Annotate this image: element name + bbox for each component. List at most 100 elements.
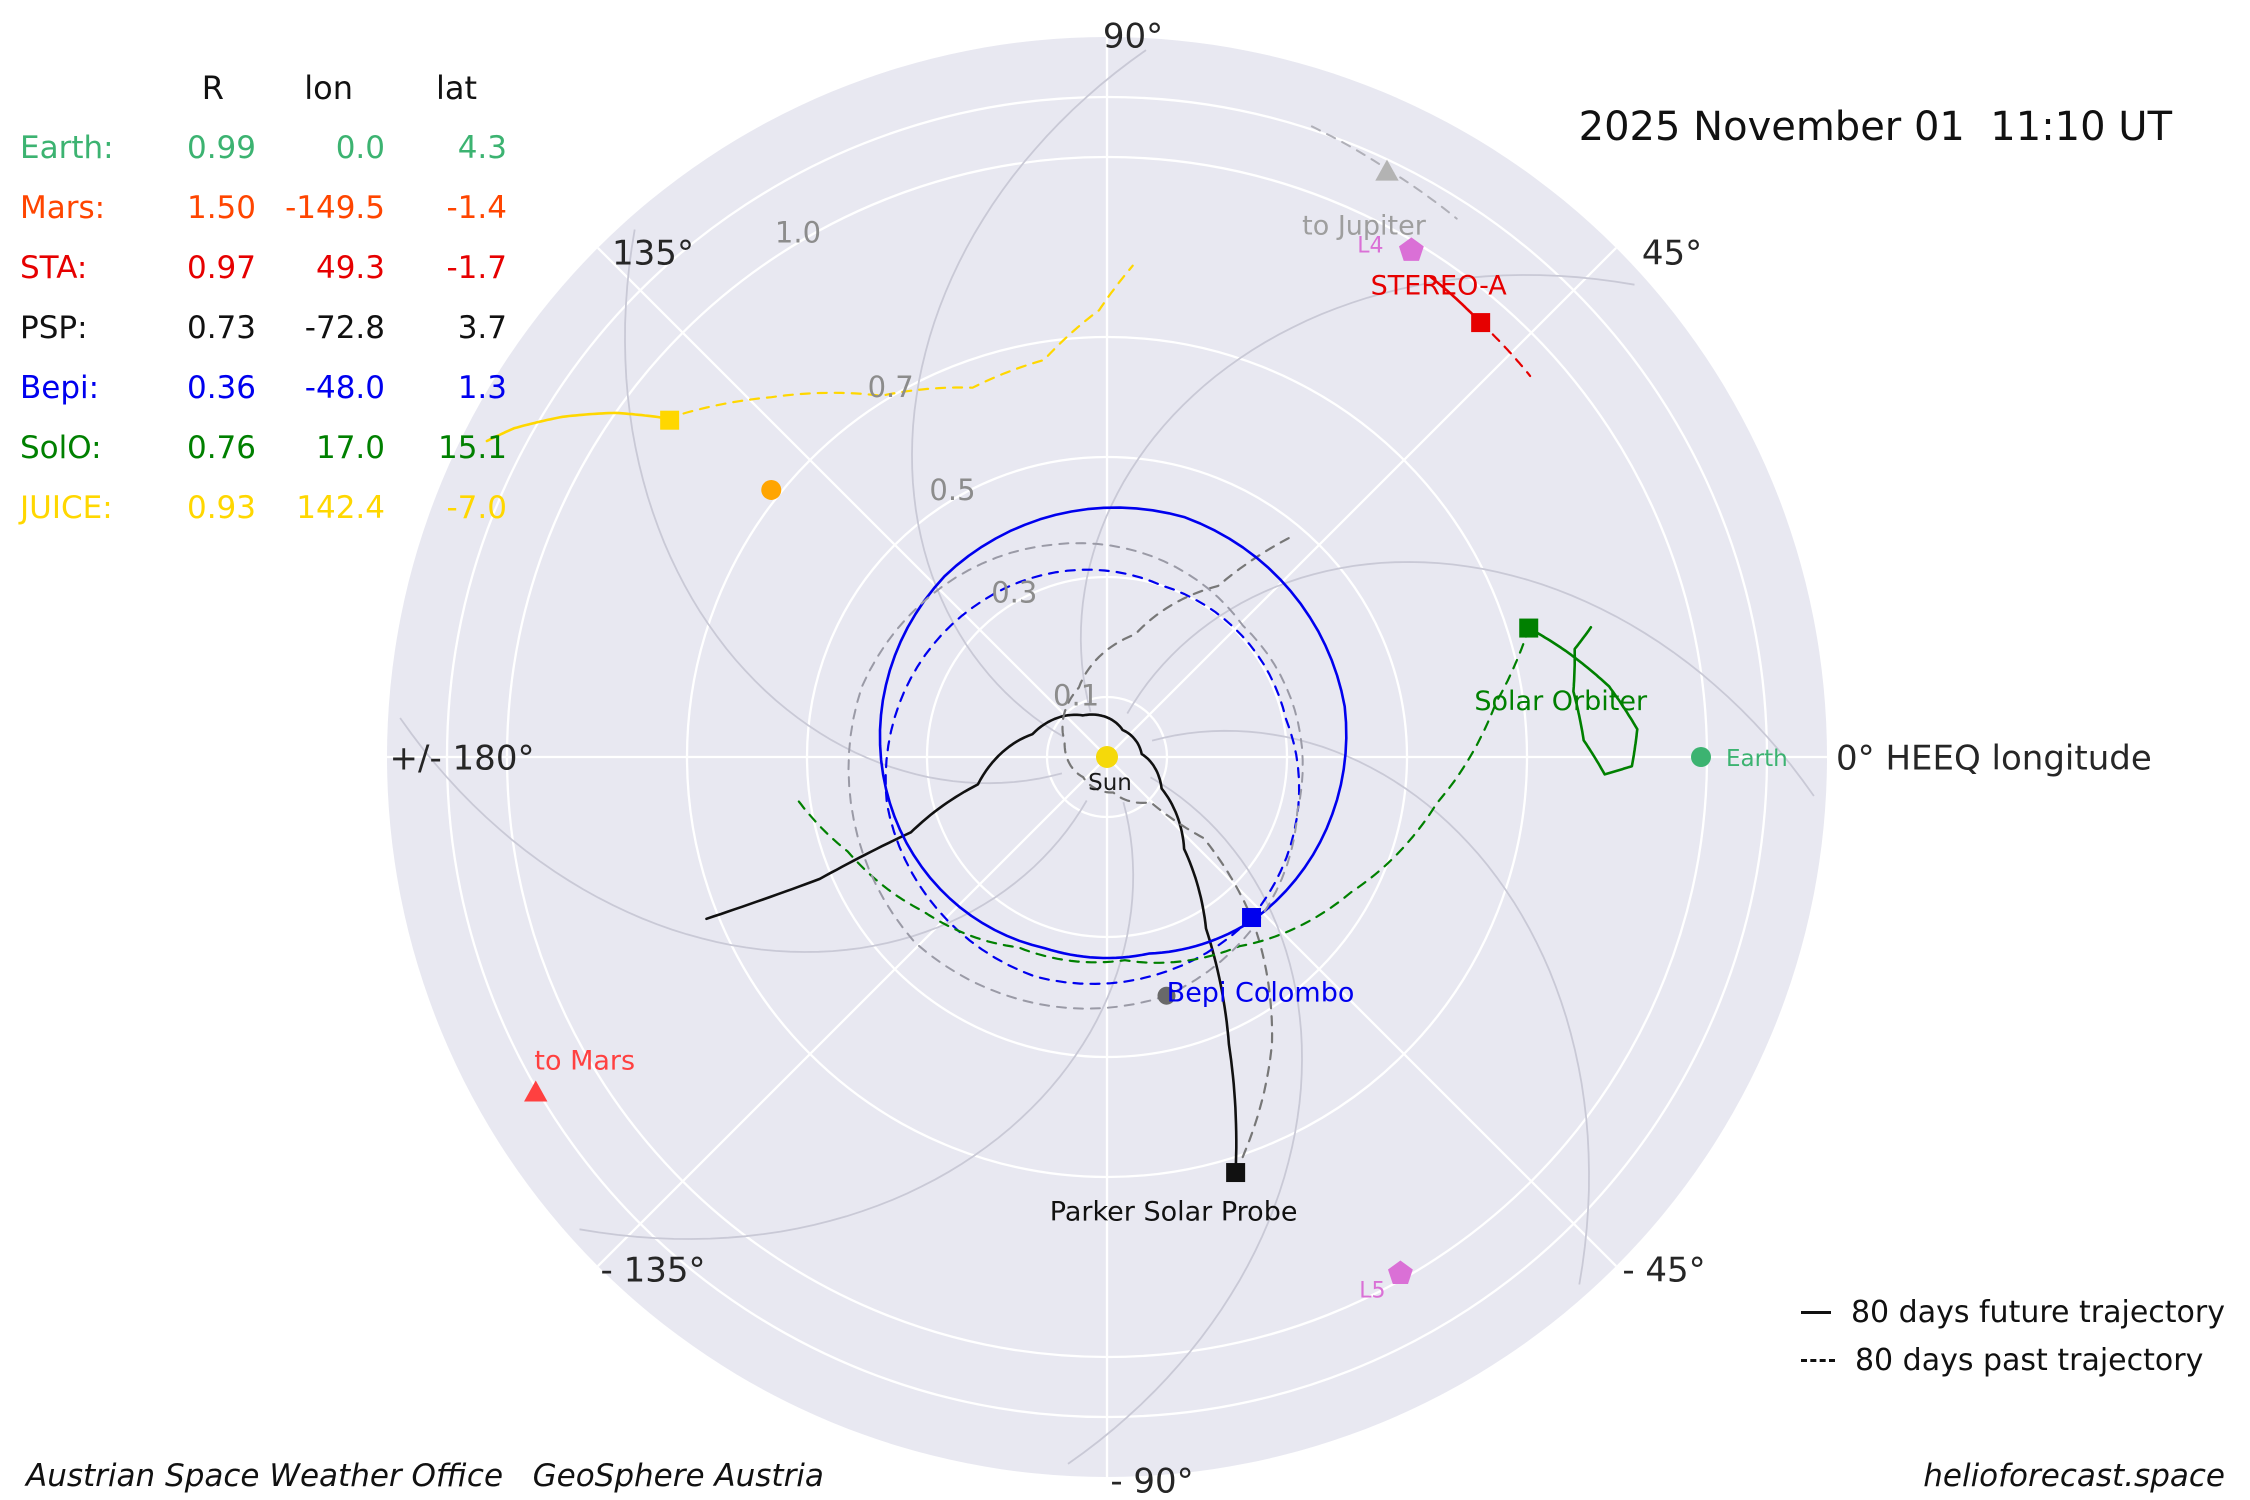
marker-parker-solar-probe <box>1226 1163 1246 1183</box>
table-row-name: Bepi: <box>20 370 100 406</box>
table-row-name: Earth: <box>20 130 114 166</box>
table-cell-r: 0.73 <box>186 310 256 346</box>
marker-sun <box>1096 746 1118 768</box>
trajectory-psp-past <box>1061 535 1294 1174</box>
angle-label: +/- 180° <box>390 739 535 779</box>
table-cell-lon: 17.0 <box>315 430 385 466</box>
radius-tick-label: 0.5 <box>929 473 975 507</box>
table-cell-lon: -72.8 <box>304 310 385 346</box>
label-earth: Earth <box>1726 746 1788 772</box>
table-row-name: STA: <box>20 250 88 286</box>
trajectory-stereo-a-past <box>1479 321 1532 378</box>
angle-label: 0° HEEQ longitude <box>1836 739 2152 779</box>
table-cell-lat: 15.1 <box>437 430 507 466</box>
table-row-name: JUICE: <box>20 490 113 526</box>
table-cell-lon: -149.5 <box>285 190 385 226</box>
table-cell-r: 0.93 <box>186 490 256 526</box>
marker-mercury <box>1157 986 1176 1005</box>
plot-datetime-title: 2025 November 01 11:10 UT <box>1578 104 2172 150</box>
legend-item-future: 80 days future trajectory <box>1800 1288 2225 1336</box>
parker-spiral-line <box>624 229 1063 785</box>
grid-radial-line <box>1106 756 1617 1267</box>
label-sun: Sun <box>1088 770 1132 796</box>
solid-line-icon <box>1800 1310 1831 1314</box>
table-cell-lat: 4.3 <box>457 130 507 166</box>
table-cell-r: 0.97 <box>186 250 256 286</box>
table-col-header-lat: lat <box>435 69 477 107</box>
marker-bepi-colombo <box>1242 908 1262 928</box>
label-to-jupiter: to Jupiter <box>1302 211 1427 242</box>
attribution-left: Austrian Space Weather Office GeoSphere … <box>26 1458 824 1494</box>
legend-past-label: 80 days past trajectory <box>1854 1342 2204 1378</box>
angle-label: 90° <box>1103 17 1163 57</box>
table-cell-r: 0.76 <box>186 430 256 466</box>
marker-lagrange-l4 <box>1399 237 1424 261</box>
grid-radial-line <box>1106 247 1617 758</box>
table-cell-r: 0.99 <box>186 130 256 166</box>
parker-spiral-line <box>1079 274 1635 713</box>
radius-tick-label: 1.0 <box>775 216 821 250</box>
trajectory-psp-future <box>705 713 1238 1174</box>
radius-tick-label: 0.3 <box>991 576 1037 610</box>
parker-spiral-line <box>1151 729 1590 1285</box>
label-stereo-a: STEREO-A <box>1371 271 1508 302</box>
table-cell-lat: -1.4 <box>446 190 508 226</box>
table-cell-r: 1.50 <box>186 190 256 226</box>
table-cell-lat: 1.3 <box>457 370 507 406</box>
table-cell-lon: 49.3 <box>315 250 385 286</box>
table-col-header-R: R <box>201 69 224 107</box>
grid-radial-line <box>597 756 1108 1267</box>
attribution-right: helioforecast.space <box>1923 1458 2225 1494</box>
angle-label: - 90° <box>1110 1462 1193 1500</box>
marker-to-jupiter <box>1375 159 1399 181</box>
label-bepi-colombo: Bepi Colombo <box>1167 978 1355 1009</box>
table-cell-lon: 0.0 <box>335 130 385 166</box>
parker-spiral-line <box>1126 561 1815 797</box>
dashed-line-icon <box>1800 1358 1835 1362</box>
marker-solar-orbiter <box>1519 618 1539 638</box>
label-solar-orbiter: Solar Orbiter <box>1474 686 1648 717</box>
label-lagrange-l4: L4 <box>1357 233 1383 258</box>
legend-item-past: 80 days past trajectory <box>1800 1336 2225 1384</box>
marker-to-mars <box>524 1080 548 1102</box>
parker-spiral-line <box>911 49 1147 738</box>
label-parker-solar-probe: Parker Solar Probe <box>1050 1197 1298 1228</box>
table-cell-r: 0.36 <box>186 370 256 406</box>
parker-spiral-line <box>399 717 1088 953</box>
parker-spiral-line <box>1067 776 1303 1465</box>
table-row-name: SolO: <box>20 430 102 466</box>
trajectory-solo-past <box>796 627 1530 964</box>
marker-earth <box>1691 747 1711 767</box>
table-cell-lon: 142.4 <box>296 490 385 526</box>
marker-juice <box>660 410 680 430</box>
angle-label: 135° <box>612 234 694 274</box>
trajectory-juice-future <box>485 411 669 443</box>
marker-lagrange-l5 <box>1388 1260 1413 1284</box>
trajectory-legend: 80 days future trajectory 80 days past t… <box>1800 1288 2225 1384</box>
table-col-header-lon: lon <box>304 69 353 107</box>
table-row-name: Mars: <box>20 190 106 226</box>
grid-radial-line <box>597 247 1108 758</box>
table-cell-lat: 3.7 <box>457 310 507 346</box>
table-row-name: PSP: <box>20 310 88 346</box>
trajectory-solo-future <box>1527 626 1639 776</box>
trajectory-juice-past <box>666 264 1134 420</box>
angle-label: 45° <box>1642 234 1702 274</box>
trajectory-bepi-past <box>884 568 1301 985</box>
angle-label: - 45° <box>1622 1251 1705 1291</box>
table-cell-lon: -48.0 <box>304 370 385 406</box>
label-lagrange-l5: L5 <box>1359 1278 1385 1303</box>
radius-tick-label: 0.7 <box>868 370 914 404</box>
marker-venus <box>761 479 782 500</box>
trajectory-mercury-past <box>847 542 1304 1010</box>
trajectory-bepi-future <box>878 506 1348 960</box>
legend-future-label: 80 days future trajectory <box>1850 1294 2225 1330</box>
radius-tick-label: 0.1 <box>1053 679 1099 713</box>
table-cell-lat: -1.7 <box>446 250 508 286</box>
table-cell-lat: -7.0 <box>446 490 508 526</box>
marker-stereo-a <box>1471 313 1491 333</box>
label-to-mars: to Mars <box>534 1045 635 1076</box>
parker-spiral-line <box>579 801 1135 1240</box>
